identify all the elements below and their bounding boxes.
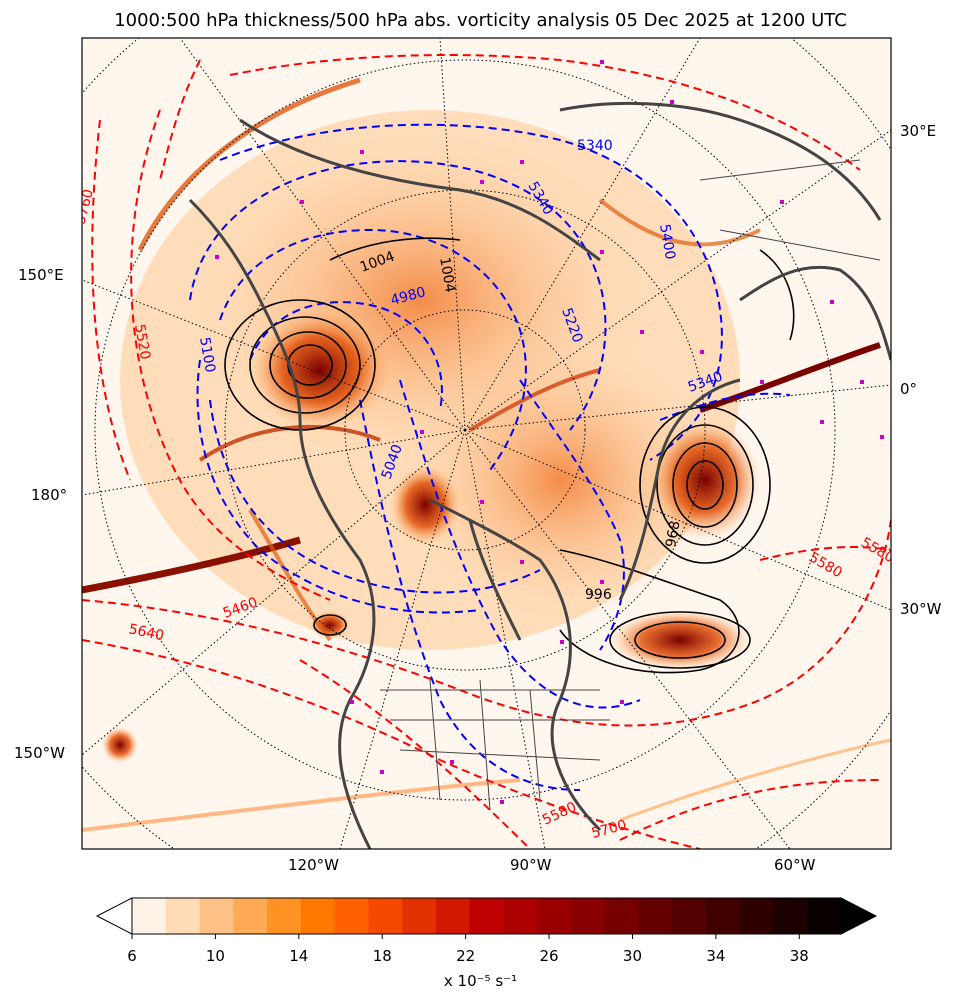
colorbar-cell (435, 898, 471, 934)
colorbar-cell (267, 898, 302, 934)
lon-label-right: 30°W (900, 600, 942, 618)
colorbar-frame (131, 897, 842, 935)
colorbar-cell (773, 898, 808, 934)
lat-lon-grid (82, 38, 891, 849)
colorbar-tick-label: 22 (456, 947, 476, 965)
lon-label-bottom: 60°W (774, 856, 816, 874)
colorbar-tick-label: 30 (622, 947, 643, 965)
thickness-label-red: 5640 (127, 621, 165, 644)
colorbar-tick-label: 6 (127, 947, 137, 965)
coastlines (188, 101, 891, 849)
thickness-label-blue: 5340 (577, 138, 613, 154)
colorbar-cell (503, 898, 538, 934)
station-markers (215, 60, 884, 804)
colorbar-cell (570, 898, 606, 934)
lon-label-left: 150°E (18, 266, 64, 284)
colorbar-tick-label: 14 (289, 947, 309, 965)
lon-label-bottom: 120°W (288, 856, 339, 874)
colorbar-tick-label: 38 (789, 947, 809, 965)
colorbar-tick-label: 10 (205, 947, 225, 965)
colorbar-cell (469, 898, 504, 934)
colorbar-tick-label: 34 (706, 947, 726, 965)
colorbar-tick-label: 26 (539, 947, 559, 965)
map-frame (81, 37, 892, 850)
thickness-label-red: 5520 (131, 323, 153, 361)
thickness-label-blue: 5400 (656, 223, 678, 261)
colorbar-cell (368, 898, 403, 934)
lon-label-bottom: 90°W (510, 856, 552, 874)
vorticity-shading (82, 77, 891, 832)
colorbar-tick-label: 18 (372, 947, 392, 965)
colorbar (95, 897, 878, 939)
colorbar-cell (537, 898, 572, 934)
colorbar-cell (739, 898, 775, 934)
colorbar-cell (300, 898, 336, 934)
colorbar-extend-high (840, 897, 878, 935)
colorbar-cell (705, 898, 741, 934)
colorbar-cell (199, 898, 234, 934)
colorbar-cells (132, 898, 842, 934)
colorbar-units: x 10⁻⁵ s⁻¹ (443, 972, 518, 990)
colorbar-cell (604, 898, 640, 934)
colorbar-cell (807, 898, 842, 934)
colorbar-cell (638, 898, 673, 934)
colorbar-extend-low (95, 897, 133, 935)
mslp-contours (224, 237, 795, 674)
lon-label-right: 0° (900, 380, 918, 398)
lon-label-left: 180° (31, 486, 68, 504)
map-title: 1000:500 hPa thickness/500 hPa abs. vort… (114, 10, 847, 31)
colorbar-cell (672, 898, 707, 934)
mslp-label: 1004 (436, 256, 458, 294)
lon-label-right: 30°E (900, 122, 937, 140)
thickness-contours-cold (189, 123, 791, 791)
colorbar-cell (334, 898, 369, 934)
colorbar-cell (165, 898, 201, 934)
colorbar-cell (233, 898, 268, 934)
colorbar-cell (132, 898, 167, 934)
state-boundaries (380, 159, 881, 811)
mslp-label: 968 (663, 520, 683, 549)
mslp-label: 996 (585, 587, 612, 603)
colorbar-cell (402, 898, 437, 934)
thickness-label-blue: 5100 (196, 336, 218, 374)
thickness-contours-warm (82, 54, 891, 849)
lon-label-left: 150°W (14, 744, 65, 762)
map-plot-area: 5340 5340 5400 4980 5100 5220 5040 5340 … (82, 38, 891, 849)
